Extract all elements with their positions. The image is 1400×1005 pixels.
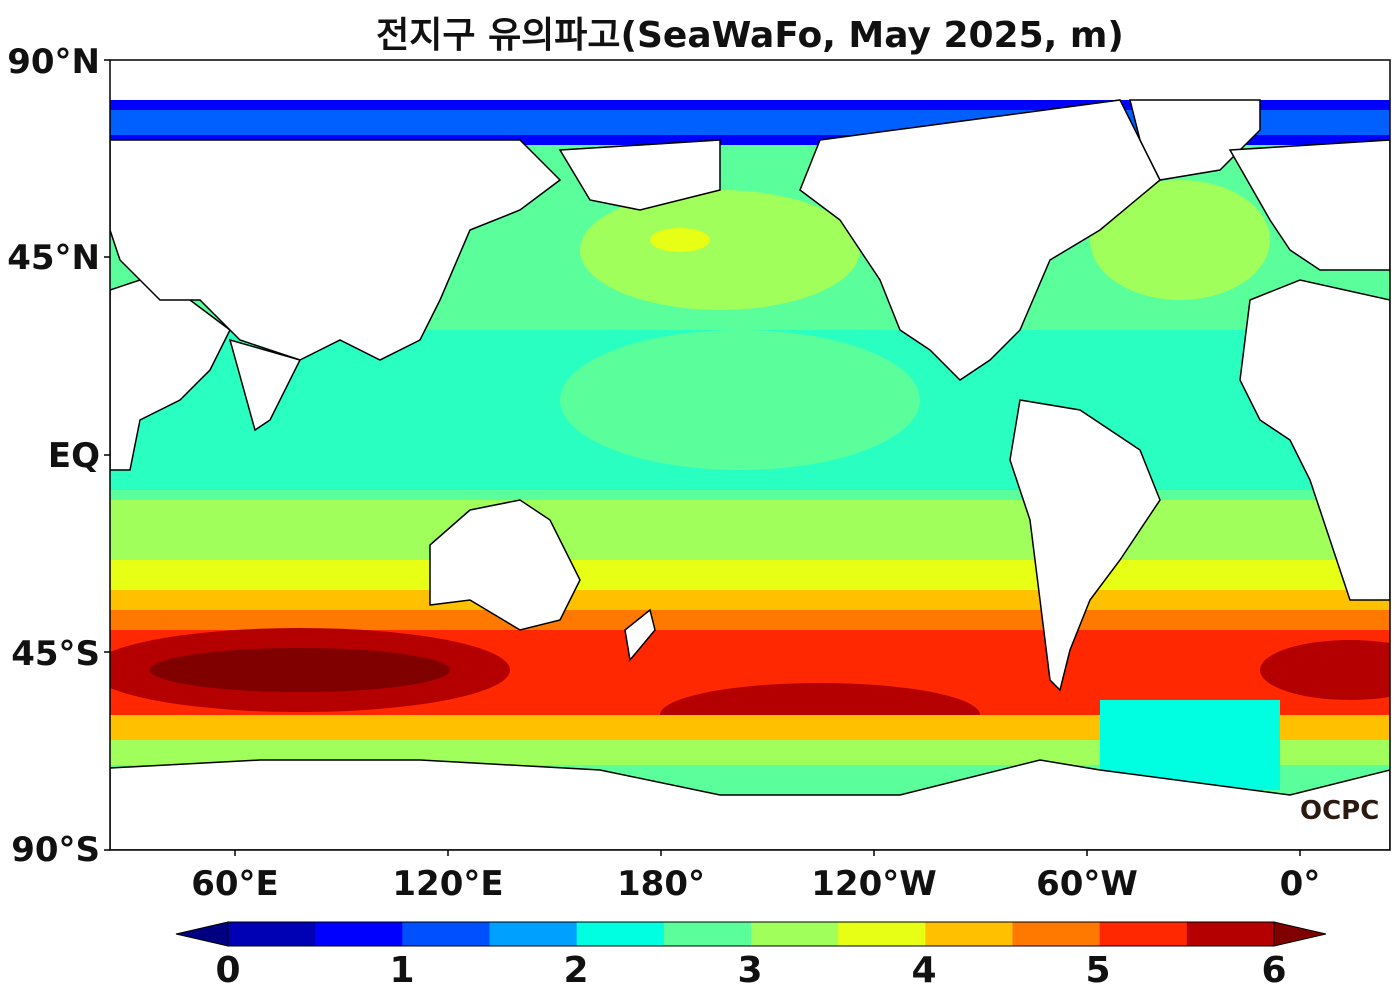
colorbar	[175, 921, 1327, 947]
colorbar-frame	[227, 921, 1275, 947]
colorbar-tick-6: 6	[1261, 950, 1287, 991]
lat-label-90n: 90°N	[7, 42, 100, 82]
colorbar-segment	[402, 922, 490, 946]
lon-label-0: 0°	[1279, 864, 1321, 904]
colorbar-segment	[751, 922, 839, 946]
lat-label-45n: 45°N	[7, 238, 100, 278]
colorbar-tick-5: 5	[1085, 950, 1111, 991]
colorbar-under-arrow	[175, 921, 229, 947]
colorbar-over-arrow	[1273, 921, 1327, 947]
colorbar-segment	[1099, 922, 1188, 946]
colorbar-segment	[925, 922, 1013, 946]
lat-label-90s: 90°S	[11, 830, 100, 870]
colorbar-segment	[663, 922, 752, 946]
colorbar-tick-1: 1	[389, 950, 415, 991]
colorbar-segment	[1012, 922, 1101, 946]
lon-label-180: 180°	[617, 864, 705, 904]
colorbar-segment	[576, 922, 665, 946]
colorbar-segment	[489, 922, 578, 946]
colorbar-tick-2: 2	[563, 950, 589, 991]
wave-height-map	[110, 60, 1390, 850]
colorbar-segment	[838, 922, 926, 946]
lat-label-45s: 45°S	[11, 634, 100, 674]
lon-label-120e: 120°E	[392, 864, 504, 904]
lon-label-60w: 60°W	[1036, 864, 1138, 904]
colorbar-tick-3: 3	[737, 950, 763, 991]
colorbar-tick-0: 0	[215, 950, 241, 991]
lat-label-eq: EQ	[47, 436, 100, 476]
lon-label-120w: 120°W	[811, 864, 937, 904]
ocpc-logo: OCPC	[1300, 796, 1380, 826]
colorbar-segment	[228, 922, 316, 946]
map-title: 전지구 유의파고(SeaWaFo, May 2025, m)	[376, 15, 1124, 56]
lon-label-60e: 60°E	[191, 864, 279, 904]
colorbar-tick-4: 4	[911, 950, 937, 991]
colorbar-segment	[315, 922, 403, 946]
colorbar-segment	[1186, 922, 1275, 946]
